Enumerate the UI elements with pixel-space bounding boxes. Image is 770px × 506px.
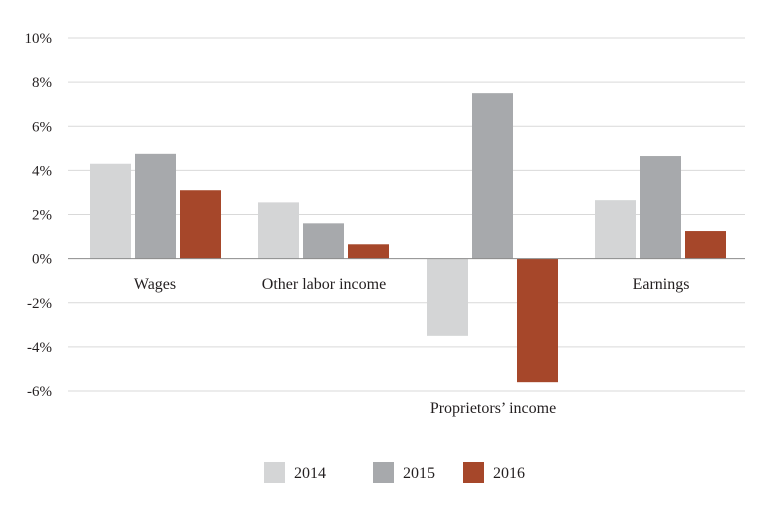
bar-proprietors-income-2015: [472, 93, 513, 259]
legend-swatch-2014: [264, 462, 285, 483]
legend-label-2015: 2015: [403, 465, 435, 482]
bar-other-labor-income-2016: [348, 244, 389, 259]
legend: 2014 2015 2016: [264, 462, 525, 483]
legend-label-2016: 2016: [493, 465, 525, 482]
legend-swatch-2015: [373, 462, 394, 483]
bar-wages-2014: [90, 163, 131, 259]
y-tick-label: 2%: [32, 208, 52, 224]
category-label-wages: Wages: [134, 276, 176, 293]
bar-other-labor-income-2014: [258, 202, 299, 259]
category-label-proprietors-income: Proprietors’ income: [430, 400, 556, 417]
bar-wages-2015: [135, 153, 176, 259]
legend-swatch-2016: [463, 462, 484, 483]
bar-wages-2016: [180, 190, 221, 259]
y-tick-label: 8%: [32, 75, 52, 91]
y-tick-label: 4%: [32, 163, 52, 179]
bar-other-labor-income-2015: [303, 223, 344, 259]
bar-proprietors-income-2016: [517, 258, 558, 383]
category-labels: Wages Other labor income Proprietors’ inco…: [134, 276, 690, 417]
bars-layer: [90, 93, 726, 383]
y-tick-label: 6%: [32, 119, 52, 135]
y-tick-label: 0%: [32, 252, 52, 268]
bar-earnings-2014: [595, 200, 636, 259]
bar-earnings-2015: [640, 156, 681, 259]
y-axis-ticks: 10% 8% 6% 4% 2% 0% -2% -4% -6%: [25, 31, 53, 400]
bar-earnings-2016: [685, 231, 726, 259]
legend-label-2014: 2014: [294, 465, 326, 482]
y-tick-label: -6%: [27, 384, 52, 400]
bar-proprietors-income-2014: [427, 258, 468, 336]
category-label-other-labor-income: Other labor income: [262, 276, 386, 293]
y-tick-label: -2%: [27, 296, 52, 312]
y-tick-label: -4%: [27, 340, 52, 356]
category-label-earnings: Earnings: [633, 276, 690, 293]
y-tick-label: 10%: [25, 31, 53, 47]
